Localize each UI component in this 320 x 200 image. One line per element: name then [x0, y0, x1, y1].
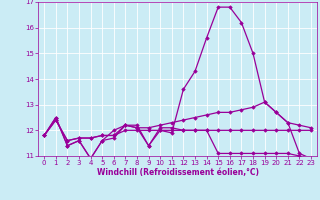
X-axis label: Windchill (Refroidissement éolien,°C): Windchill (Refroidissement éolien,°C) — [97, 168, 259, 177]
